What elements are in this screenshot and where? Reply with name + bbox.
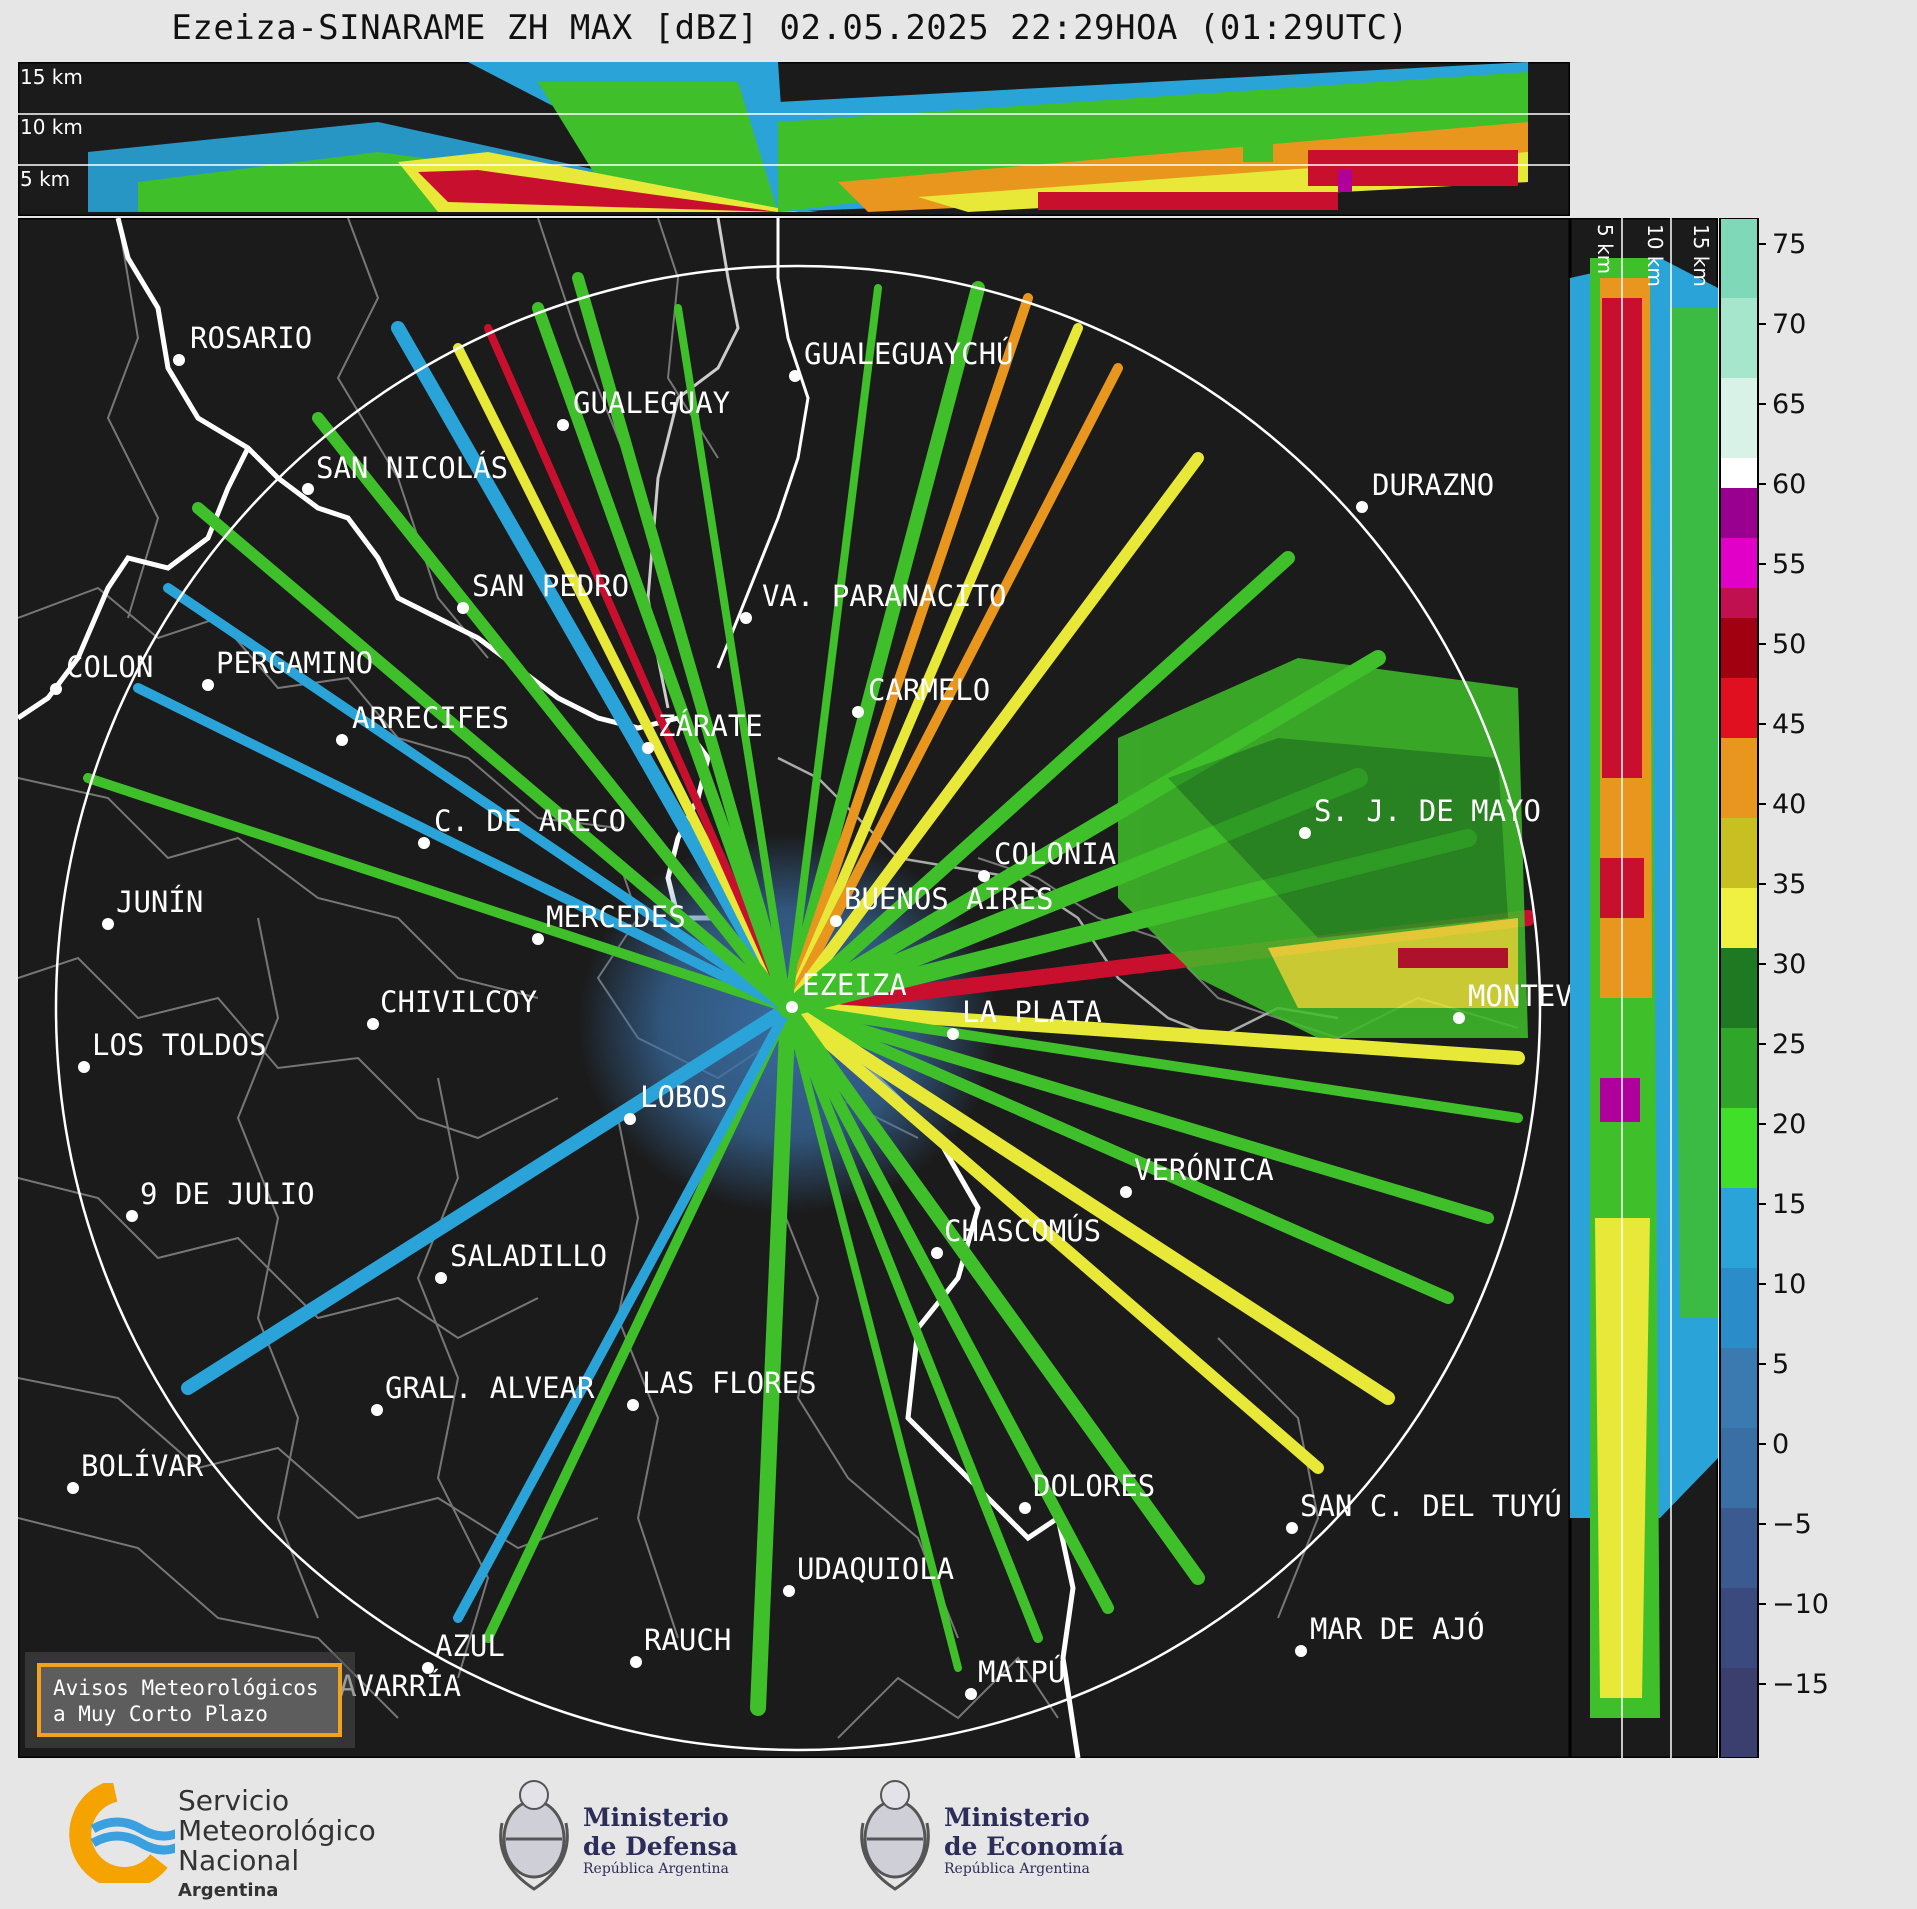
colorbar-gradient bbox=[1720, 218, 1758, 1758]
smn-line: Nacional bbox=[178, 1844, 300, 1877]
city-label: GUALEGUAY bbox=[573, 386, 730, 420]
top-profile-echoes bbox=[88, 62, 1528, 212]
city-label: LOS TOLDOS bbox=[92, 1028, 267, 1062]
city-label: PERGAMINO bbox=[216, 646, 373, 680]
city-label: BOLÍVAR bbox=[81, 1449, 204, 1483]
city-label: 9 DE JULIO bbox=[140, 1177, 315, 1211]
city-label: EZEIZA bbox=[802, 968, 907, 1002]
colorbar-tick-label: −15 bbox=[1772, 1669, 1829, 1700]
city-label: GRAL. ALVEAR bbox=[385, 1371, 595, 1405]
colorbar-tick-label: 15 bbox=[1772, 1189, 1806, 1220]
colorbar-ticks bbox=[1758, 243, 1766, 1685]
colorbar-tick-label: 25 bbox=[1772, 1029, 1806, 1060]
range-ring bbox=[54, 264, 1542, 1752]
colorbar: 75 70 65 60 55 50 45 40 35 30 25 20 15 1… bbox=[1719, 218, 1829, 1758]
colorbar-tick-label: 20 bbox=[1772, 1109, 1806, 1140]
city-label: MONTEV bbox=[1468, 979, 1570, 1013]
colorbar-tick-label: 65 bbox=[1772, 389, 1806, 420]
city-label: ZÁRATE bbox=[658, 709, 763, 743]
city-label: SAN C. DEL TUYÚ bbox=[1300, 1489, 1562, 1523]
city-label: ARRECIFES bbox=[352, 701, 509, 735]
city-label: C. DE ARECO bbox=[434, 804, 626, 838]
city-label: DOLORES bbox=[1033, 1469, 1155, 1503]
altitude-label: 15 km bbox=[1689, 224, 1713, 287]
avisos-button[interactable]: Avisos Meteorológicos a Muy Corto Plazo bbox=[37, 1663, 342, 1737]
colorbar-tick-label: 45 bbox=[1772, 709, 1806, 740]
economia-line: República Argentina bbox=[944, 1861, 1090, 1877]
city-label: JUNÍN bbox=[116, 885, 203, 919]
colorbar-tick-label: 40 bbox=[1772, 789, 1806, 820]
city-label: CARMELO bbox=[868, 673, 990, 707]
altitude-label: 10 km bbox=[1643, 224, 1667, 287]
city-label: CHIVILCOY bbox=[380, 985, 537, 1019]
coat-of-arms-icon bbox=[860, 1780, 930, 1891]
city-label: GUALEGUAYCHÚ bbox=[804, 337, 1014, 371]
city-label: DURAZNO bbox=[1372, 468, 1494, 502]
colorbar-tick-label: 35 bbox=[1772, 869, 1806, 900]
altitude-label: 5 km bbox=[1593, 224, 1617, 274]
city-label: BUENOS AIRES bbox=[844, 882, 1054, 916]
economia-logo-text: Ministerio de Economía República Argenti… bbox=[944, 1803, 1124, 1877]
city-label: LAS FLORES bbox=[642, 1366, 817, 1400]
page-title: Ezeiza-SINARAME ZH MAX [dBZ] 02.05.2025 … bbox=[171, 8, 1409, 48]
aviso-line: a Muy Corto Plazo bbox=[53, 1702, 268, 1726]
colorbar-tick-label: 10 bbox=[1772, 1269, 1806, 1300]
altitude-label: 5 km bbox=[20, 167, 70, 191]
department-boundaries bbox=[18, 218, 1519, 1739]
smn-line: Servicio bbox=[178, 1784, 290, 1817]
colorbar-labels: 75 70 65 60 55 50 45 40 35 30 25 20 15 1… bbox=[1772, 229, 1829, 1700]
colorbar-tick-label: −10 bbox=[1772, 1589, 1829, 1620]
city-label: VERÓNICA bbox=[1134, 1153, 1274, 1187]
city-markers bbox=[50, 354, 1465, 1714]
top-profile-panel: 15 km 10 km 5 km bbox=[18, 62, 1570, 216]
altitude-label: 15 km bbox=[20, 65, 83, 89]
colorbar-tick-label: 75 bbox=[1772, 229, 1806, 260]
defensa-line: Ministerio bbox=[583, 1803, 729, 1832]
city-label: SAN NICOLÁS bbox=[316, 451, 508, 485]
colorbar-tick-label: 30 bbox=[1772, 949, 1806, 980]
altitude-label: 10 km bbox=[20, 115, 83, 139]
coat-of-arms-icon bbox=[499, 1780, 569, 1891]
smn-logo-icon bbox=[69, 1783, 175, 1883]
city-label: MAR DE AJÓ bbox=[1310, 1612, 1485, 1646]
city-label: SALADILLO bbox=[450, 1239, 607, 1273]
city-label: AZUL bbox=[435, 1629, 505, 1663]
city-label: S. J. DE MAYO bbox=[1314, 794, 1541, 828]
city-label: COLONIA bbox=[994, 837, 1116, 871]
city-label: UDAQUIOLA bbox=[797, 1552, 954, 1586]
defensa-line: de Defensa bbox=[583, 1832, 738, 1861]
city-label: ROSARIO bbox=[190, 321, 312, 355]
defensa-line: República Argentina bbox=[583, 1861, 729, 1877]
colorbar-tick-label: 60 bbox=[1772, 469, 1806, 500]
city-label: LOBOS bbox=[640, 1080, 727, 1114]
colorbar-tick-label: 0 bbox=[1772, 1429, 1789, 1460]
aviso-line: Avisos Meteorológicos bbox=[53, 1676, 319, 1700]
colorbar-tick-label: −5 bbox=[1772, 1509, 1812, 1540]
radar-map: ROSARIO GUALEGUAYCHÚ GUALEGUAY SAN NICOL… bbox=[18, 218, 1570, 1758]
colorbar-tick-label: 70 bbox=[1772, 309, 1806, 340]
uruguay-echo-area bbox=[1118, 658, 1528, 1038]
side-profile-panel: 5 km 10 km 15 km bbox=[1570, 218, 1718, 1758]
colorbar-tick-label: 5 bbox=[1772, 1349, 1789, 1380]
colorbar-tick-label: 50 bbox=[1772, 629, 1806, 660]
city-label: VA. PARANACITO bbox=[762, 579, 1006, 613]
smn-logo-text: Servicio Meteorológico Nacional Argentin… bbox=[178, 1786, 376, 1906]
city-label: SAN PEDRO bbox=[472, 569, 629, 603]
city-label: MERCEDES bbox=[546, 900, 686, 934]
city-label: RAUCH bbox=[644, 1623, 731, 1657]
city-label: CHASCOMÚS bbox=[944, 1214, 1101, 1248]
city-label: COLON bbox=[66, 650, 153, 684]
city-label: LA PLATA bbox=[962, 995, 1102, 1029]
defensa-logo-text: Ministerio de Defensa República Argentin… bbox=[583, 1803, 738, 1877]
city-label: MAIPÚ bbox=[978, 1655, 1065, 1689]
side-profile-echoes bbox=[1570, 258, 1718, 1718]
colorbar-tick-label: 55 bbox=[1772, 549, 1806, 580]
smn-line: Meteorológico bbox=[178, 1814, 376, 1847]
economia-line: de Economía bbox=[944, 1832, 1125, 1861]
city-labels: ROSARIO GUALEGUAYCHÚ GUALEGUAY SAN NICOL… bbox=[66, 321, 1570, 1703]
economia-line: Ministerio bbox=[944, 1803, 1090, 1832]
smn-line: Argentina bbox=[178, 1880, 279, 1901]
